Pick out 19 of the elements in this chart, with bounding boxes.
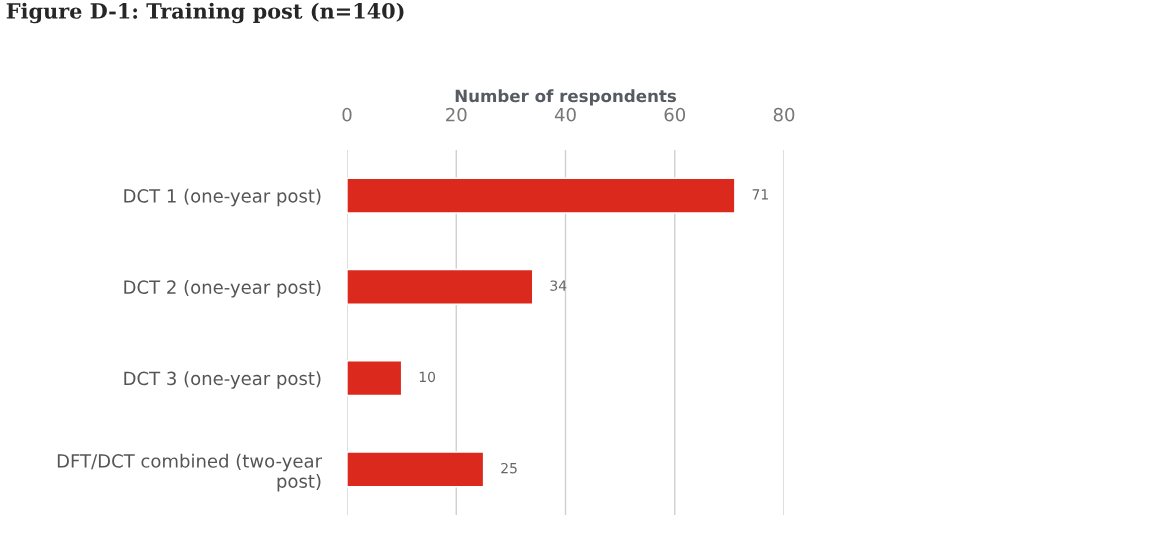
x-axis-title: Number of respondents bbox=[455, 89, 677, 106]
chart-title: Figure D-1: Training post (n=140) bbox=[6, 2, 404, 24]
data-label: 34 bbox=[550, 280, 567, 291]
y-tick-label: DCT 1 (one-year post) bbox=[124, 188, 321, 207]
data-label: 10 bbox=[419, 371, 436, 383]
x-tick-label: 40 bbox=[554, 107, 576, 122]
x-tick-label: 60 bbox=[664, 107, 686, 122]
bar bbox=[347, 268, 534, 305]
bar bbox=[347, 451, 485, 488]
x-tick-label: 20 bbox=[446, 107, 467, 122]
bar bbox=[347, 360, 403, 397]
data-label: 71 bbox=[752, 189, 768, 200]
bar bbox=[347, 177, 736, 214]
x-tick-label: 80 bbox=[773, 107, 795, 122]
data-label: 25 bbox=[501, 462, 517, 474]
y-tick-label: DCT 3 (one-year post) bbox=[124, 371, 321, 389]
y-tick-label: DCT 2 (one-year post) bbox=[124, 280, 321, 298]
y-tick-label: DFT/DCT combined (two-year post) bbox=[57, 453, 322, 492]
x-tick-label: 0 bbox=[342, 107, 352, 122]
